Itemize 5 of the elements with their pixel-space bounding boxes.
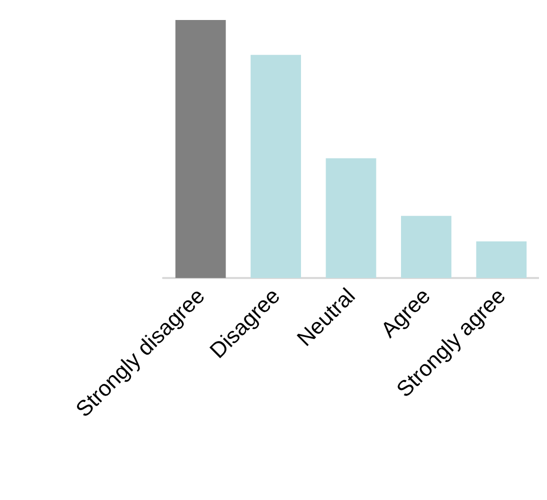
bar (326, 158, 376, 278)
bar (401, 216, 452, 278)
bar (250, 54, 301, 278)
bar (476, 241, 527, 278)
bar (175, 20, 226, 278)
